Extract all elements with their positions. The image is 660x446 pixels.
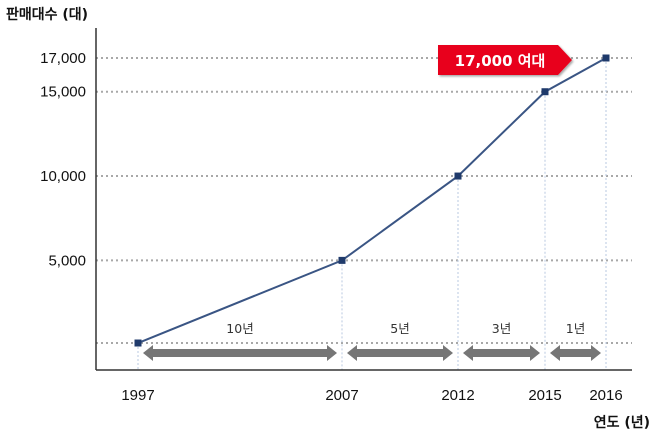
data-point <box>338 256 346 264</box>
span-label: 5년 <box>390 321 409 336</box>
span-arrow <box>347 345 453 361</box>
span-arrow <box>550 345 601 361</box>
y-tick-label: 5,000 <box>48 252 86 269</box>
data-point <box>541 88 549 96</box>
y-axis-title: 판매대수 (대) <box>6 7 88 23</box>
data-point <box>134 339 142 347</box>
y-tick-label: 10,000 <box>40 168 86 185</box>
callout-banner <box>438 45 572 75</box>
data-point <box>454 172 462 180</box>
span-label: 10년 <box>226 321 253 336</box>
series-line <box>137 57 607 344</box>
y-tick-label: 15,000 <box>40 84 86 101</box>
data-point <box>602 54 610 62</box>
span-arrow <box>463 345 540 361</box>
span-arrow <box>143 345 337 361</box>
x-tick-label: 2016 <box>589 387 622 404</box>
x-tick-label: 2015 <box>528 387 561 404</box>
callout-label: 17,000 여대 <box>455 52 546 70</box>
x-tick-label: 2012 <box>441 387 474 404</box>
span-label: 1년 <box>566 321 585 336</box>
plot-area: 5,000 10,000 15,000 17,000 1997 2007 2012 2015 2… <box>40 28 632 404</box>
x-axis-title: 연도 (년) <box>594 415 650 431</box>
x-tick-label: 2007 <box>325 387 358 404</box>
x-tick-label: 1997 <box>121 387 154 404</box>
span-label: 3년 <box>492 321 511 336</box>
y-tick-label: 17,000 <box>40 50 86 67</box>
